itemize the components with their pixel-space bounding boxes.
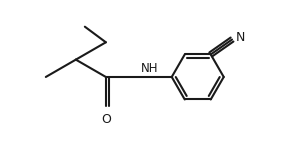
Text: NH: NH (141, 62, 158, 75)
Text: N: N (236, 31, 245, 44)
Text: O: O (101, 113, 111, 126)
